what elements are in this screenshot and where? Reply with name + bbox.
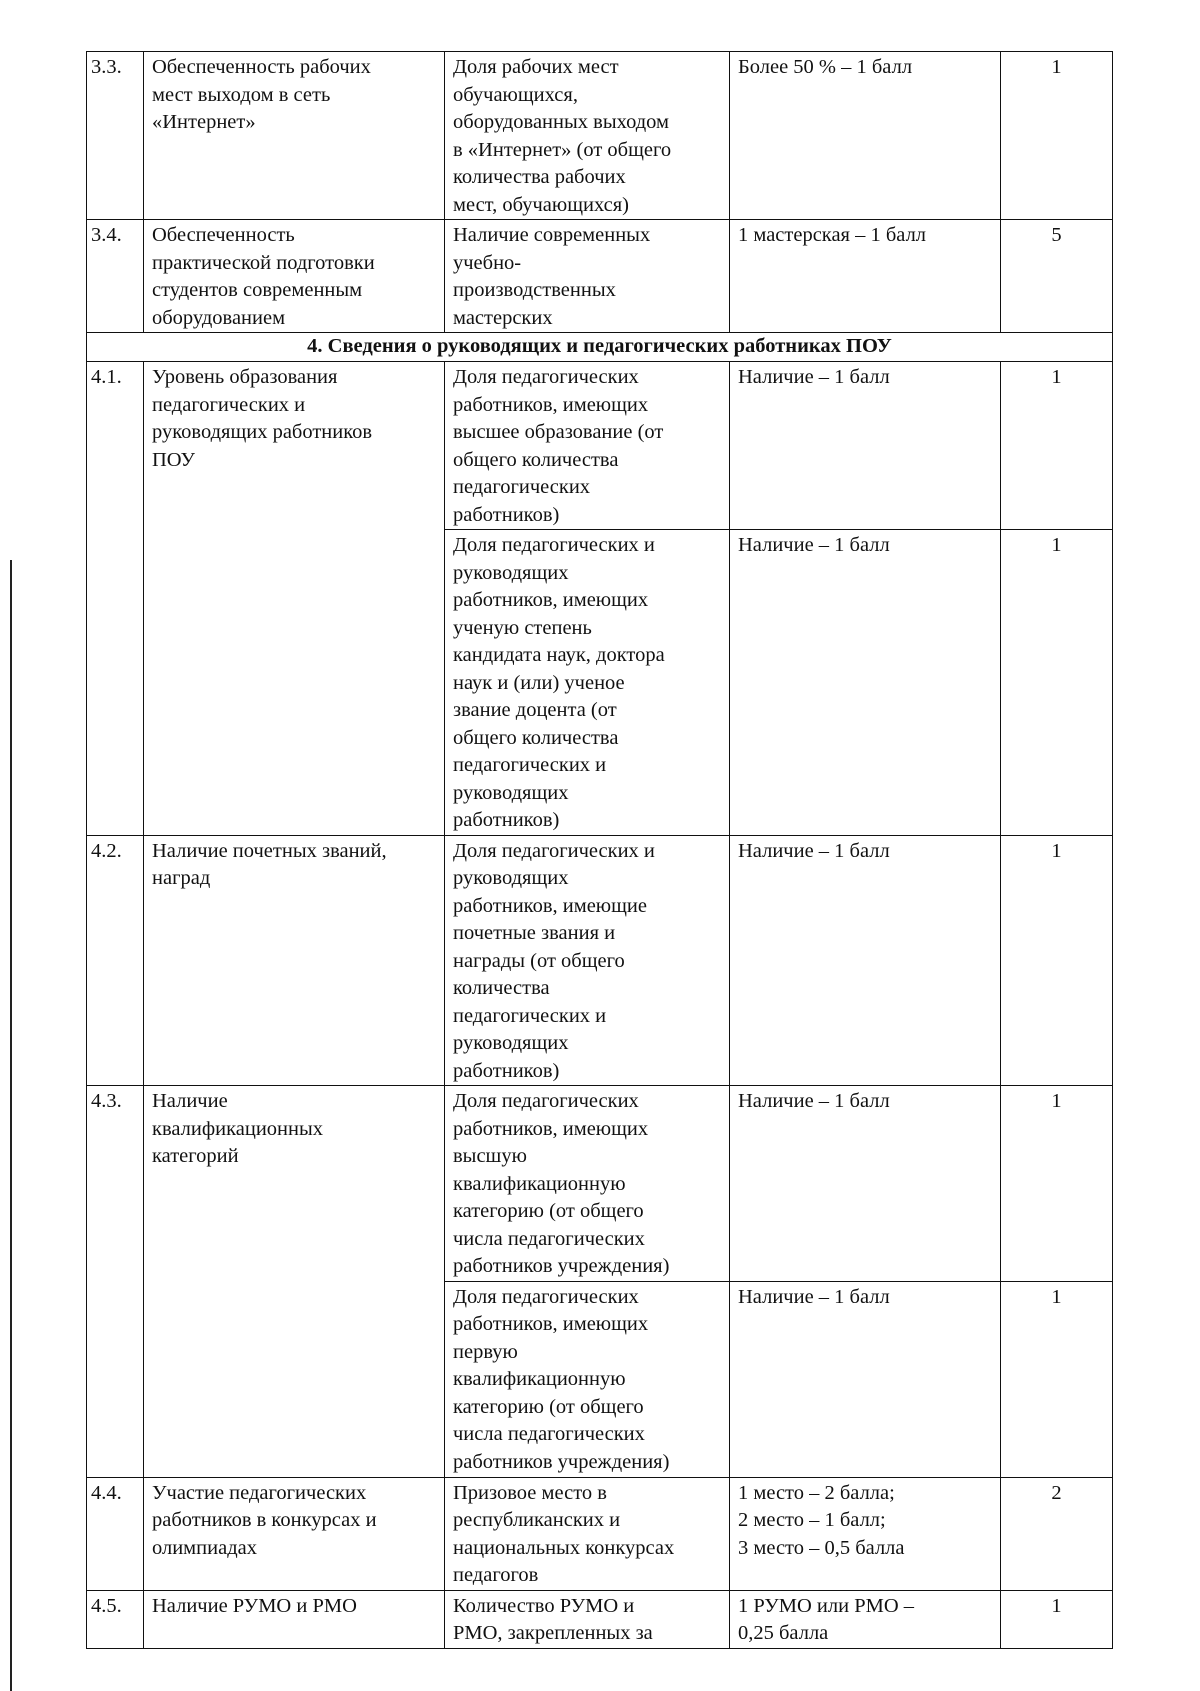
criterion-cell: Наличие квалификационных категорий [143, 1085, 445, 1478]
indicator-cell: Доля педагогических работников, имеющих … [444, 1085, 730, 1282]
criterion-cell: Обеспеченность рабочих мест выходом в се… [143, 51, 445, 220]
indicator-cell: Призовое место в республиканских и нацио… [444, 1476, 730, 1591]
score-cell: 1 [1000, 1589, 1113, 1649]
scale-cell: Наличие – 1 балл [729, 361, 1001, 530]
row-number: 4.1. [86, 361, 144, 836]
section-title: 4. Сведения о руководящих и педагогическ… [86, 332, 1113, 362]
table-row: 4.2. Наличие почетных званий, наград Дол… [86, 834, 1113, 1086]
table-row: 4.3. Наличие квалификационных категорий … [86, 1085, 1113, 1478]
row-number: 4.2. [86, 834, 144, 1086]
score-cell: 1 [1000, 529, 1113, 836]
table-row: 4.1. Уровень образования педагогических … [86, 361, 1113, 836]
scale-cell: 1 место – 2 балла; 2 место – 1 балл; 3 м… [729, 1476, 1001, 1591]
row-number: 4.4. [86, 1476, 144, 1591]
row-number: 4.3. [86, 1085, 144, 1478]
row-number: 3.4. [86, 219, 144, 333]
table-row: 4.4. Участие педагогических работников в… [86, 1476, 1113, 1591]
indicator-cell: Количество РУМО и РМО, закрепленных за [444, 1589, 730, 1649]
criterion-cell: Наличие почетных званий, наград [143, 834, 445, 1086]
scale-cell: 1 мастерская – 1 балл [729, 219, 1001, 333]
indicator-cell: Доля рабочих мест обучающихся, оборудова… [444, 51, 730, 220]
score-cell: 1 [1000, 1280, 1113, 1478]
table-row: 4.5. Наличие РУМО и РМО Количество РУМО … [86, 1589, 1113, 1649]
table-row: 3.4. Обеспеченность практической подгото… [86, 219, 1113, 333]
score-cell: 1 [1000, 834, 1113, 1086]
score-cell: 1 [1000, 51, 1113, 220]
criteria-table: 3.3. Обеспеченность рабочих мест выходом… [86, 51, 1113, 1649]
indicator-cell: Доля педагогических и руководящих работн… [444, 834, 730, 1086]
score-cell: 5 [1000, 219, 1113, 333]
table-row: Доля педагогических работников, имеющих … [87, 1280, 1113, 1478]
scan-edge-line [10, 560, 12, 1691]
row-number: 3.3. [86, 51, 144, 220]
scale-cell: Наличие – 1 балл [729, 529, 1001, 836]
criterion-cell: Участие педагогических работников в конк… [143, 1476, 445, 1591]
indicator-cell: Доля педагогических работников, имеющих … [444, 1280, 730, 1478]
table-row: 3.3. Обеспеченность рабочих мест выходом… [86, 51, 1113, 220]
scale-cell: Наличие – 1 балл [729, 1280, 1001, 1478]
scale-cell: Более 50 % – 1 балл [729, 51, 1001, 220]
scale-cell: 1 РУМО или РМО – 0,25 балла [729, 1589, 1001, 1649]
criterion-cell: Обеспеченность практической подготовки с… [143, 219, 445, 333]
criterion-cell: Уровень образования педагогических и рук… [143, 361, 445, 836]
scale-cell: Наличие – 1 балл [729, 1085, 1001, 1282]
section-header-row: 4. Сведения о руководящих и педагогическ… [86, 332, 1113, 362]
indicator-cell: Доля педагогических работников, имеющих … [444, 361, 730, 530]
row-number: 4.5. [86, 1589, 144, 1649]
scale-cell: Наличие – 1 балл [729, 834, 1001, 1086]
indicator-cell: Доля педагогических и руководящих работн… [444, 529, 730, 836]
table-row: Доля педагогических и руководящих работн… [87, 529, 1113, 836]
indicator-cell: Наличие современных учебно- производстве… [444, 219, 730, 333]
score-cell: 2 [1000, 1476, 1113, 1591]
criterion-cell: Наличие РУМО и РМО [143, 1589, 445, 1649]
score-cell: 1 [1000, 361, 1113, 530]
score-cell: 1 [1000, 1085, 1113, 1282]
